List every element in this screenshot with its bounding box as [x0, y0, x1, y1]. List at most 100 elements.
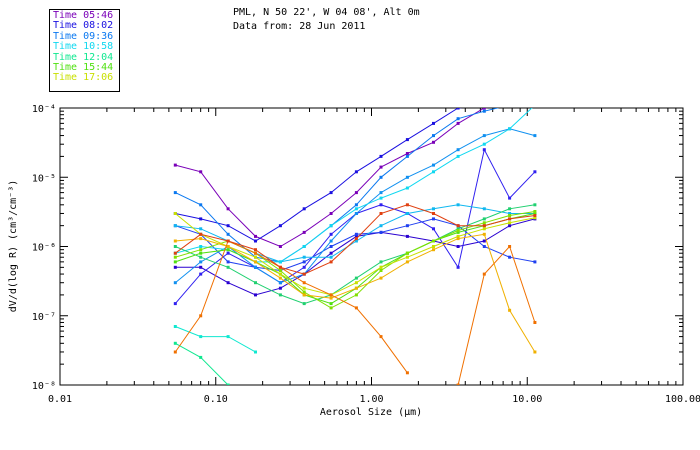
data-point [508, 104, 511, 107]
data-point [379, 212, 383, 215]
data-point [199, 245, 203, 248]
data-point [199, 314, 203, 318]
data-point [254, 281, 257, 285]
data-point [226, 265, 230, 269]
data-point [302, 272, 306, 276]
data-point [173, 163, 177, 167]
x-tick-label: 100.00 [665, 394, 700, 405]
data-point [379, 335, 383, 339]
data-point [302, 245, 306, 248]
data-point [456, 108, 460, 110]
data-point [254, 239, 257, 243]
data-point [199, 232, 203, 236]
data-point [199, 355, 203, 359]
data-point [508, 214, 512, 217]
data-point [226, 232, 230, 236]
data-point [278, 269, 282, 272]
data-point [199, 260, 203, 264]
data-point [354, 306, 358, 310]
data-point [405, 154, 409, 158]
data-point [508, 245, 512, 248]
legend-entry: Time 05:46 [53, 10, 114, 21]
data-point [302, 293, 306, 297]
data-point [329, 306, 333, 310]
data-point [354, 170, 358, 174]
data-point [533, 214, 537, 217]
data-point [405, 234, 409, 238]
series-line [175, 326, 256, 353]
data-point [354, 207, 358, 211]
data-point [456, 227, 460, 231]
data-point [432, 248, 435, 252]
data-point [533, 216, 537, 220]
data-point [456, 234, 460, 238]
data-point [302, 290, 306, 294]
data-point [379, 260, 383, 264]
data-point [533, 321, 537, 324]
data-point [278, 281, 282, 285]
data-point [379, 224, 383, 228]
data-point [329, 293, 333, 297]
location-label: PML, N 50 22', W 04 08', Alt 0m [233, 7, 420, 18]
data-point [354, 232, 358, 236]
data-point [508, 221, 512, 225]
data-point [302, 207, 306, 211]
data-point [199, 265, 203, 269]
data-point [482, 134, 486, 138]
data-point [405, 371, 409, 375]
series-line [175, 342, 229, 385]
data-point [173, 341, 177, 345]
data-point [302, 255, 306, 259]
data-point [173, 245, 177, 248]
data-point [354, 237, 358, 241]
data-point [329, 212, 333, 215]
data-point [329, 251, 333, 255]
data-point [379, 203, 383, 207]
data-point [254, 234, 257, 238]
data-point [354, 203, 358, 207]
data-point [405, 255, 409, 259]
legend-entry: Time 12:04 [53, 51, 114, 63]
data-point [508, 255, 512, 259]
data-point [302, 260, 306, 264]
data-point [456, 148, 460, 152]
data-point [226, 335, 230, 339]
data-point [533, 260, 537, 264]
data-point [456, 237, 460, 241]
data-point [278, 260, 282, 264]
data-point [482, 142, 486, 146]
x-tick-label: 10.00 [512, 394, 542, 405]
data-point [482, 108, 486, 110]
data-point [456, 121, 460, 125]
data-point [508, 308, 512, 312]
data-point [329, 232, 333, 236]
data-point [379, 265, 383, 269]
x-axis-label: Aerosol Size (μm) [320, 407, 422, 418]
data-point [226, 245, 230, 248]
data-point [508, 196, 512, 200]
data-point [199, 203, 203, 207]
data-point [482, 221, 486, 225]
data-point [354, 286, 358, 290]
data-point [533, 350, 537, 354]
data-point [278, 272, 282, 276]
data-point [482, 207, 486, 211]
data-point [405, 175, 409, 179]
data-point [173, 325, 177, 328]
data-point [379, 191, 383, 195]
data-point [254, 265, 257, 269]
data-point [533, 134, 537, 138]
data-point [379, 269, 383, 272]
data-point [456, 383, 460, 385]
data-point [226, 281, 230, 285]
data-point [354, 293, 358, 297]
data-point [354, 276, 358, 280]
data-point [432, 163, 435, 167]
x-tick-label: 0.01 [48, 394, 72, 405]
data-point [173, 265, 177, 269]
y-axis: 10⁻⁸ 10⁻⁷ 10⁻⁶ 10⁻⁵ 10⁻⁴ [32, 104, 683, 392]
data-point [302, 302, 306, 306]
data-point [482, 239, 486, 243]
data-point [379, 230, 383, 234]
